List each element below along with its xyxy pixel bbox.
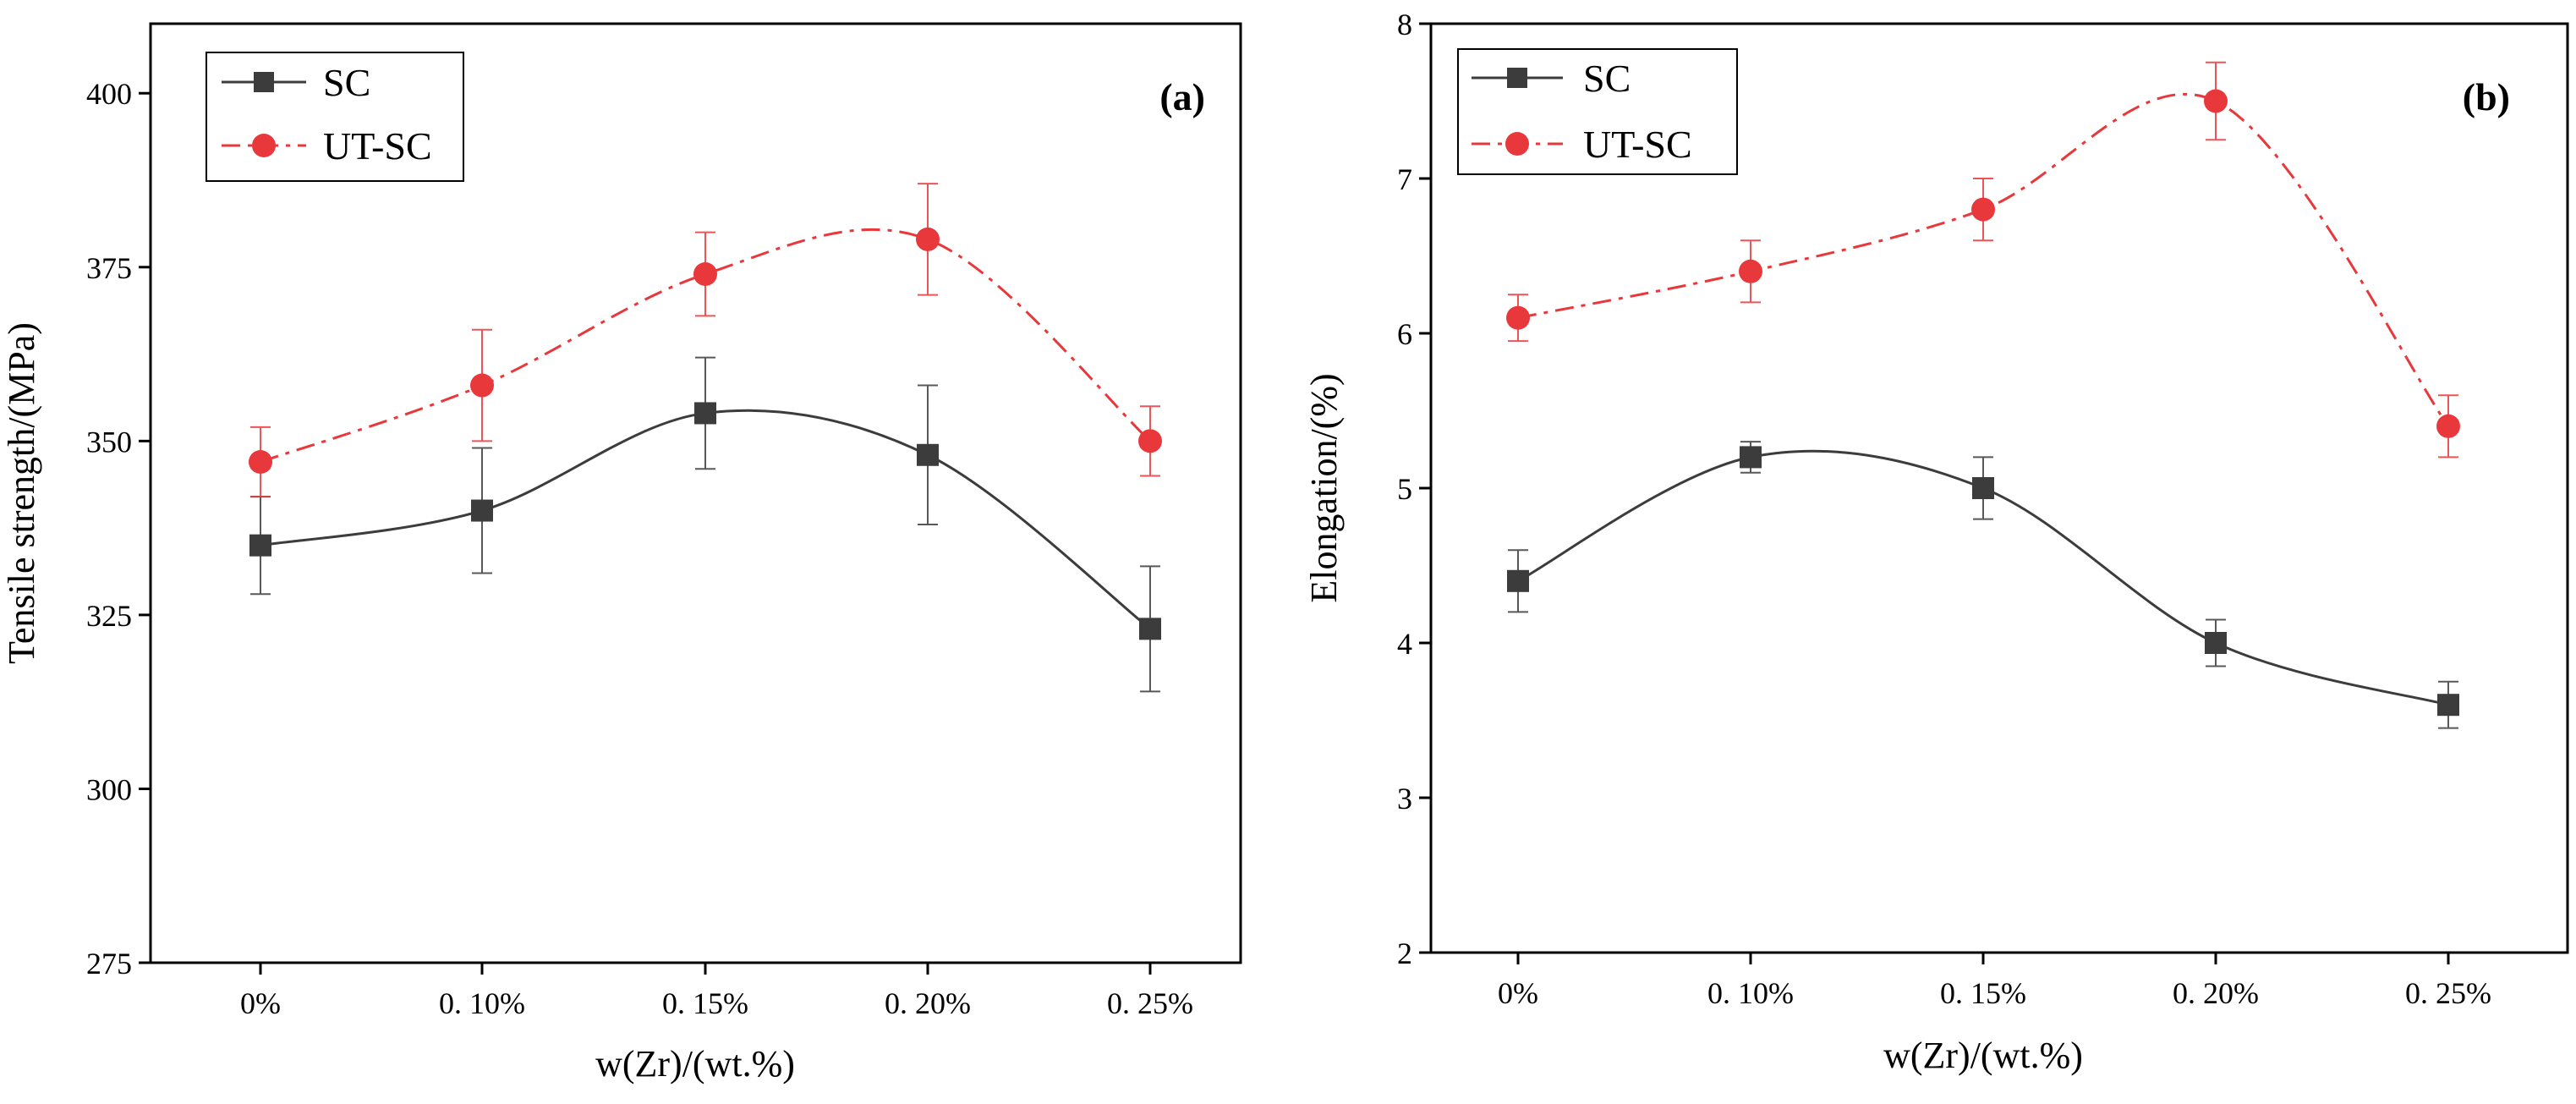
data-point-utsc <box>1506 305 1530 330</box>
data-point-utsc <box>693 262 717 286</box>
panel-label-a: (a) <box>1159 75 1205 118</box>
x-tick-label: 0. 20% <box>885 986 971 1020</box>
y-tick-label: 5 <box>1397 472 1412 506</box>
x-tick-label: 0. 10% <box>1707 976 1794 1010</box>
x-tick-label: 0. 25% <box>2405 976 2491 1010</box>
x-tick-label: 0. 15% <box>1940 976 2026 1010</box>
data-point-utsc <box>1138 429 1162 453</box>
legend-box-b <box>1457 48 1738 175</box>
legend-label-sc-a: SC <box>323 61 370 104</box>
data-point-sc <box>1139 618 1161 640</box>
plot-marks-a <box>249 183 1162 693</box>
legend-b: SC UT-SC <box>1457 48 1738 175</box>
x-axis-label-b: w(Zr)/(wt.%) <box>1883 1035 2083 1076</box>
legend-a: SC UT-SC <box>206 52 464 182</box>
data-point-utsc <box>1739 259 1762 283</box>
data-point-utsc <box>470 373 494 398</box>
y-axis-label-a: Tensile strength/(MPa) <box>1 322 42 664</box>
data-point-sc <box>1972 477 1994 499</box>
data-point-sc <box>2205 632 2227 654</box>
legend-label-utsc-a: UT-SC <box>323 124 432 168</box>
legend-marker-utsc-a <box>252 134 276 157</box>
data-point-sc <box>694 402 716 425</box>
chart-panel-b: 2 3 4 5 6 7 8 0% 0. 10% 0. 15% 0. 20% 0. 25% Elong… <box>1303 8 2569 1076</box>
y-tick-label: 325 <box>86 599 132 633</box>
y-ticks-b: 2 3 4 5 6 7 8 <box>1397 8 1431 970</box>
data-point-utsc <box>916 227 940 251</box>
y-ticks-a: 275 300 325 350 375 400 <box>86 77 151 980</box>
legend-marker-utsc-b <box>1505 132 1529 156</box>
data-point-utsc <box>2204 89 2228 113</box>
data-point-utsc <box>2436 414 2460 438</box>
y-tick-label: 275 <box>86 947 132 980</box>
y-tick-label: 7 <box>1397 162 1412 196</box>
x-tick-label: 0% <box>240 986 281 1020</box>
data-point-utsc <box>249 450 272 474</box>
y-tick-label: 8 <box>1397 8 1412 41</box>
data-point-sc <box>1740 446 1762 469</box>
x-tick-label: 0. 15% <box>662 986 748 1020</box>
series-line-utsc-b <box>1517 92 2450 427</box>
legend-label-utsc-b: UT-SC <box>1583 123 1692 166</box>
data-point-sc <box>1507 569 1529 592</box>
y-tick-label: 300 <box>86 772 132 806</box>
x-tick-label: 0. 10% <box>439 986 525 1020</box>
legend-label-sc-b: SC <box>1583 57 1631 100</box>
x-tick-label: 0. 25% <box>1107 986 1193 1020</box>
x-tick-label: 0% <box>1498 976 1538 1010</box>
data-point-sc <box>249 534 271 557</box>
x-ticks-b: 0% 0. 10% 0. 15% 0. 20% 0. 25% <box>1498 953 2491 1010</box>
y-tick-label: 400 <box>86 77 132 111</box>
y-axis-label-b: Elongation/(%) <box>1303 373 1345 602</box>
x-tick-label: 0. 20% <box>2173 976 2259 1010</box>
y-tick-label: 375 <box>86 251 132 285</box>
plot-frame-a <box>149 22 1242 964</box>
y-tick-label: 2 <box>1397 936 1412 970</box>
data-point-sc <box>471 499 493 522</box>
legend-box-a <box>206 52 464 182</box>
panel-label-b: (b) <box>2463 75 2510 118</box>
y-tick-label: 350 <box>86 425 132 459</box>
data-point-utsc <box>1971 197 1995 222</box>
x-ticks-a: 0% 0. 10% 0. 15% 0. 20% 0. 25% <box>240 963 1193 1020</box>
plot-marks-b <box>1506 61 2460 729</box>
x-axis-label-a: w(Zr)/(wt.%) <box>595 1043 795 1085</box>
y-tick-label: 6 <box>1397 317 1412 351</box>
data-point-sc <box>2437 694 2459 717</box>
y-tick-label: 3 <box>1397 782 1412 816</box>
data-point-sc <box>917 443 939 466</box>
legend-marker-sc-b <box>1507 68 1527 88</box>
legend-marker-sc-a <box>254 72 274 92</box>
y-tick-label: 4 <box>1397 627 1412 661</box>
